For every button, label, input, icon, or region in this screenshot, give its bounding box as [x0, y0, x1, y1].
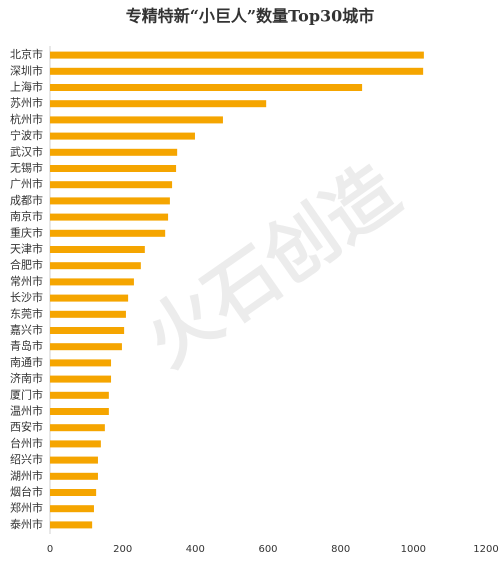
y-tick-label: 长沙市: [10, 290, 43, 304]
bar: [50, 165, 177, 172]
bar: [50, 472, 98, 480]
y-tick-label: 常州市: [10, 274, 43, 288]
bar: [50, 391, 109, 399]
y-tick-label: 重庆市: [10, 225, 43, 239]
bar: [50, 456, 98, 464]
y-tick-label: 南通市: [10, 355, 43, 369]
y-tick-label: 苏州市: [10, 96, 43, 110]
y-tick-label: 郑州市: [10, 501, 43, 515]
x-tick-label: 1000: [401, 544, 426, 555]
y-tick-label: 北京市: [10, 47, 43, 61]
watermark: 火石创造: [130, 149, 414, 383]
y-tick-label: 青岛市: [10, 339, 43, 353]
bar: [50, 181, 173, 189]
bar: [50, 262, 141, 270]
y-tick-label: 深圳市: [10, 63, 43, 77]
y-tick-label: 宁波市: [10, 128, 43, 142]
bar: [50, 310, 126, 318]
bar: [50, 375, 112, 383]
y-tick-label: 泰州市: [10, 517, 43, 531]
x-tick-label: 1200: [473, 544, 498, 555]
y-tick-label: 合肥市: [10, 258, 43, 272]
y-tick-label: 天津市: [10, 242, 43, 256]
bar: [50, 294, 129, 302]
bar: [50, 229, 166, 237]
y-tick-label: 济南市: [10, 371, 43, 385]
y-tick-label: 广州市: [10, 177, 43, 191]
y-tick-label: 东莞市: [10, 306, 43, 320]
x-tick-label: 0: [47, 544, 53, 555]
y-tick-label: 南京市: [10, 209, 43, 223]
y-tick-label: 杭州市: [10, 112, 43, 126]
chart-title: 专精特新“小巨人”数量Top30城市: [126, 7, 375, 26]
y-tick-label: 温州市: [10, 404, 43, 418]
bar: [50, 521, 93, 529]
bar: [50, 359, 112, 367]
y-tick-label: 上海市: [10, 80, 43, 94]
y-tick-label: 台州市: [10, 436, 43, 450]
bar: [50, 246, 145, 253]
bar: [50, 489, 97, 496]
bar: [50, 116, 223, 124]
bar: [50, 213, 169, 221]
bar: [50, 67, 424, 75]
y-tick-label: 绍兴市: [10, 452, 43, 466]
y-tick-label: 湖州市: [10, 468, 43, 482]
y-tick-label: 烟台市: [10, 485, 43, 499]
x-tick-label: 600: [258, 544, 277, 555]
bar: [50, 505, 94, 513]
y-tick-label: 西安市: [10, 420, 43, 434]
bar: [50, 197, 170, 205]
x-tick-label: 400: [186, 544, 205, 555]
bar: [50, 51, 424, 59]
bar: [50, 424, 105, 432]
bar: [50, 148, 178, 156]
bar: [50, 278, 134, 286]
x-tick-label: 200: [113, 544, 132, 555]
y-tick-label: 无锡市: [10, 161, 43, 175]
bar: [50, 132, 195, 140]
bar: [50, 327, 125, 334]
bar: [50, 343, 122, 351]
bar: [50, 440, 101, 448]
bar: [50, 84, 363, 91]
y-tick-label: 嘉兴市: [10, 323, 43, 337]
x-tick-label: 800: [331, 544, 350, 555]
bar: [50, 408, 109, 415]
y-tick-label: 武汉市: [10, 144, 43, 158]
y-tick-label: 厦门市: [10, 387, 43, 401]
y-tick-label: 成都市: [10, 193, 43, 207]
bar: [50, 100, 267, 108]
